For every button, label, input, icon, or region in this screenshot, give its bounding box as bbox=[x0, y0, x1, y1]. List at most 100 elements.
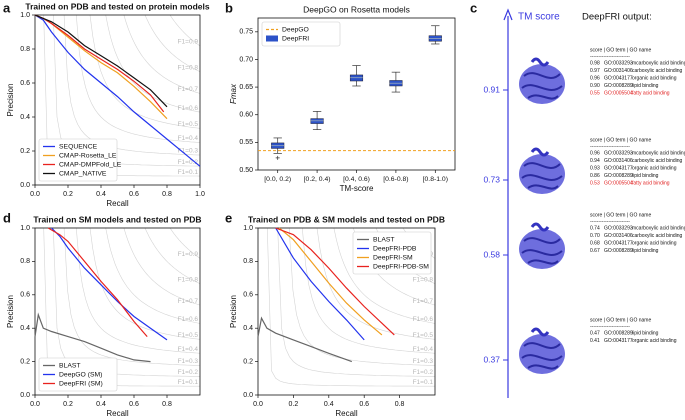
y-tick-label: 0.4 bbox=[20, 325, 30, 332]
f1-label: F1=0.6 bbox=[413, 316, 434, 323]
go-term: GO:0033293 bbox=[604, 150, 633, 156]
go-term: GO:0043177 bbox=[604, 338, 633, 344]
go-term: GO:0043177 bbox=[604, 240, 633, 246]
legend-box bbox=[261, 21, 341, 47]
f1-contour bbox=[302, 228, 436, 354]
go-score: 0.97 bbox=[590, 68, 600, 74]
f1-contour bbox=[105, 227, 201, 324]
f1-contour bbox=[144, 14, 201, 72]
protein-helix bbox=[530, 327, 550, 337]
go-term: GO:0005504 bbox=[604, 90, 633, 96]
f1-contour bbox=[277, 228, 435, 377]
tm-arrow bbox=[503, 8, 513, 21]
go-term: GO:0008289 bbox=[604, 83, 633, 89]
legend-label: DeepFRI-SM bbox=[373, 254, 413, 261]
legend-label: DeepFRI-PDB bbox=[373, 245, 417, 252]
protein-blob bbox=[519, 334, 565, 374]
protein-blob bbox=[519, 154, 565, 194]
go-score: 0.47 bbox=[590, 330, 600, 336]
go-term: GO:0031406 bbox=[604, 233, 633, 239]
go-name: carboxylic acid binding bbox=[632, 68, 683, 74]
pr-curve bbox=[278, 227, 383, 336]
protein-helix bbox=[530, 222, 550, 232]
f1-label: F1=0.1 bbox=[178, 169, 199, 176]
y-tick-label: 0.8 bbox=[243, 258, 253, 265]
go-score: 0.96 bbox=[590, 150, 600, 156]
go-name: fatty acid binding bbox=[632, 180, 670, 186]
x-tick-label: 0.2 bbox=[63, 401, 73, 408]
f1-label: F1=0.7 bbox=[413, 298, 434, 305]
f1-contour bbox=[333, 227, 436, 324]
go-score: 0.96 bbox=[590, 75, 600, 81]
go-name: organic acid binding bbox=[632, 165, 677, 171]
x-tick-label: 0.8 bbox=[395, 401, 405, 408]
protein-strands bbox=[521, 162, 563, 190]
f1-label: F1=0.9 bbox=[178, 39, 199, 46]
f1-contour bbox=[316, 228, 436, 340]
protein-helix bbox=[530, 147, 550, 157]
f1-contour bbox=[123, 14, 201, 94]
f1-label: F1=0.5 bbox=[178, 332, 199, 339]
protein-strands bbox=[521, 237, 563, 265]
panel-letter: d bbox=[3, 210, 11, 225]
y-tick-label: 0.4 bbox=[20, 114, 30, 121]
y-tick-label: 1.0 bbox=[20, 225, 30, 232]
x-tick-label: [0.2, 0.4) bbox=[304, 176, 331, 183]
legend-label: DeepGO bbox=[282, 26, 309, 33]
protein-image bbox=[519, 57, 565, 104]
f1-label: F1=0.8 bbox=[413, 276, 434, 283]
f1-contour bbox=[144, 227, 201, 284]
pr-curve bbox=[47, 227, 148, 337]
go-name: lipid binding bbox=[632, 330, 659, 336]
y-tick-label: 0.6 bbox=[20, 292, 30, 299]
go-separator: ------------------------ bbox=[590, 323, 630, 329]
go-term: GO:0008289 bbox=[604, 248, 633, 254]
f1-contour bbox=[63, 228, 201, 366]
chart-title: Trained on PDB & SM models and tested on… bbox=[248, 214, 445, 224]
y-tick-label: 1.0 bbox=[243, 225, 253, 232]
x-tick-label: [0.6-0.8) bbox=[383, 176, 408, 183]
go-name: mcarboxylic acid binding bbox=[632, 150, 685, 156]
x-tick-label: 0.8 bbox=[162, 191, 172, 198]
x-tick-label: [0.0, 0.2) bbox=[264, 176, 291, 183]
y-tick-label: 1.0 bbox=[20, 12, 30, 19]
legend-box bbox=[38, 138, 118, 182]
pr-curve bbox=[34, 14, 168, 108]
chart-title: Trained on PDB and tested on protein mod… bbox=[25, 1, 209, 11]
panel-letter: e bbox=[225, 210, 232, 225]
go-score: 0.53 bbox=[590, 180, 600, 186]
protein-blob bbox=[519, 229, 565, 269]
y-tick-label: 0.6 bbox=[243, 292, 253, 299]
protein-image bbox=[519, 327, 565, 374]
go-score: 0.68 bbox=[590, 240, 600, 246]
panel-letter: c bbox=[470, 0, 477, 15]
pr-curve bbox=[34, 14, 168, 120]
tm-value: 0.73 bbox=[483, 174, 500, 184]
go-term: GO:0033293 bbox=[604, 60, 633, 66]
go-score: 0.90 bbox=[590, 83, 600, 89]
x-tick-label: [0.4, 0.6) bbox=[343, 176, 370, 183]
f1-contour bbox=[63, 15, 201, 156]
protein-image bbox=[519, 222, 565, 269]
f1-label: F1=0.5 bbox=[178, 121, 199, 128]
y-axis-label: Precision bbox=[229, 295, 238, 328]
y-tick-label: 0.60 bbox=[239, 112, 253, 119]
go-term: GO:0033293 bbox=[604, 225, 633, 231]
go-score: 0.67 bbox=[590, 248, 600, 254]
x-axis-label: Recall bbox=[106, 409, 128, 418]
pr-curve bbox=[34, 14, 165, 113]
legend-label: BLAST bbox=[373, 236, 395, 243]
x-tick-label: 0.2 bbox=[289, 401, 299, 408]
protein-blob bbox=[519, 64, 565, 104]
go-score: 0.74 bbox=[590, 225, 600, 231]
legend-box bbox=[38, 357, 118, 392]
f1-contour bbox=[267, 228, 435, 387]
plot-frame bbox=[34, 14, 201, 186]
f1-contour bbox=[76, 15, 201, 143]
y-tick-label: 0.50 bbox=[239, 167, 253, 174]
f1-label: F1=0.8 bbox=[178, 276, 199, 283]
go-score: 0.98 bbox=[590, 60, 600, 66]
f1-label: F1=0.2 bbox=[178, 159, 199, 166]
plot-frame bbox=[34, 227, 201, 396]
go-name: organic acid binding bbox=[632, 75, 677, 81]
